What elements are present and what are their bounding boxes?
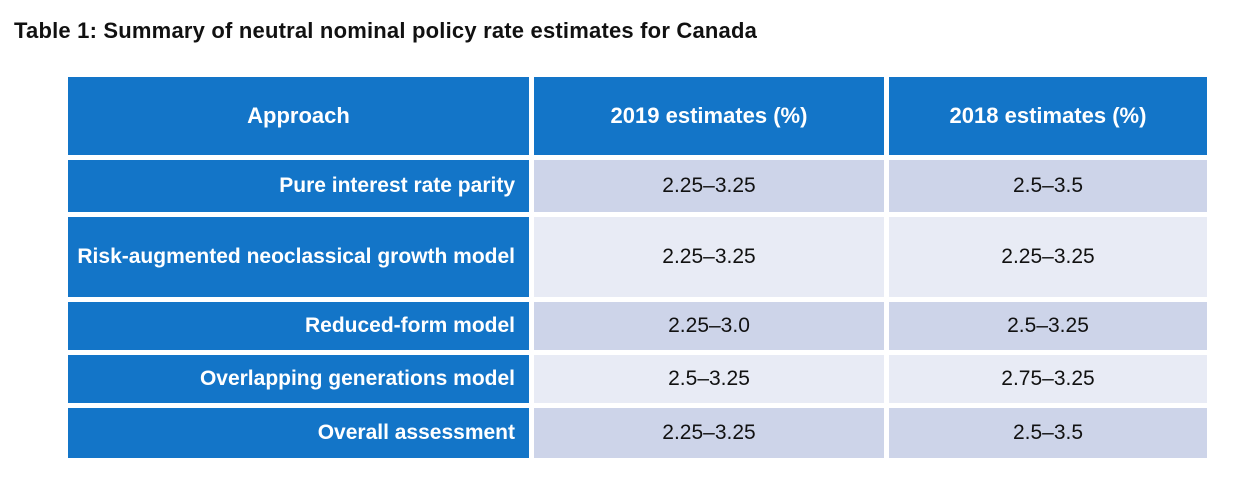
estimate-2018-cell: 2.5–3.5	[889, 160, 1207, 212]
estimate-2019-cell: 2.25–3.0	[534, 302, 884, 350]
table-row: Pure interest rate parity 2.25–3.25 2.5–…	[68, 160, 1207, 212]
estimate-2019-cell: 2.25–3.25	[534, 408, 884, 458]
header-row: Approach 2019 estimates (%) 2018 estimat…	[68, 77, 1207, 155]
estimate-2018-cell: 2.25–3.25	[889, 217, 1207, 297]
estimate-2018-cell: 2.5–3.25	[889, 302, 1207, 350]
estimate-2019-cell: 2.25–3.25	[534, 217, 884, 297]
table-body: Pure interest rate parity 2.25–3.25 2.5–…	[68, 160, 1207, 458]
table-row: Overall assessment 2.25–3.25 2.5–3.5	[68, 408, 1207, 458]
row-label: Risk-augmented neoclassical growth model	[68, 217, 529, 297]
column-header-2018-estimates: 2018 estimates (%)	[889, 77, 1207, 155]
neutral-rate-estimates-table: Approach 2019 estimates (%) 2018 estimat…	[63, 72, 1212, 463]
table-row: Overlapping generations model 2.5–3.25 2…	[68, 355, 1207, 403]
estimate-2018-cell: 2.5–3.5	[889, 408, 1207, 458]
table-header: Approach 2019 estimates (%) 2018 estimat…	[68, 77, 1207, 155]
row-label: Pure interest rate parity	[68, 160, 529, 212]
row-label: Reduced-form model	[68, 302, 529, 350]
row-label: Overlapping generations model	[68, 355, 529, 403]
table-row: Risk-augmented neoclassical growth model…	[68, 217, 1207, 297]
page-title: Table 1: Summary of neutral nominal poli…	[14, 18, 758, 43]
table-row: Reduced-form model 2.25–3.0 2.5–3.25	[68, 302, 1207, 350]
row-label: Overall assessment	[68, 408, 529, 458]
column-header-approach: Approach	[68, 77, 529, 155]
estimate-2018-cell: 2.75–3.25	[889, 355, 1207, 403]
estimate-2019-cell: 2.5–3.25	[534, 355, 884, 403]
column-header-2019-estimates: 2019 estimates (%)	[534, 77, 884, 155]
estimate-2019-cell: 2.25–3.25	[534, 160, 884, 212]
